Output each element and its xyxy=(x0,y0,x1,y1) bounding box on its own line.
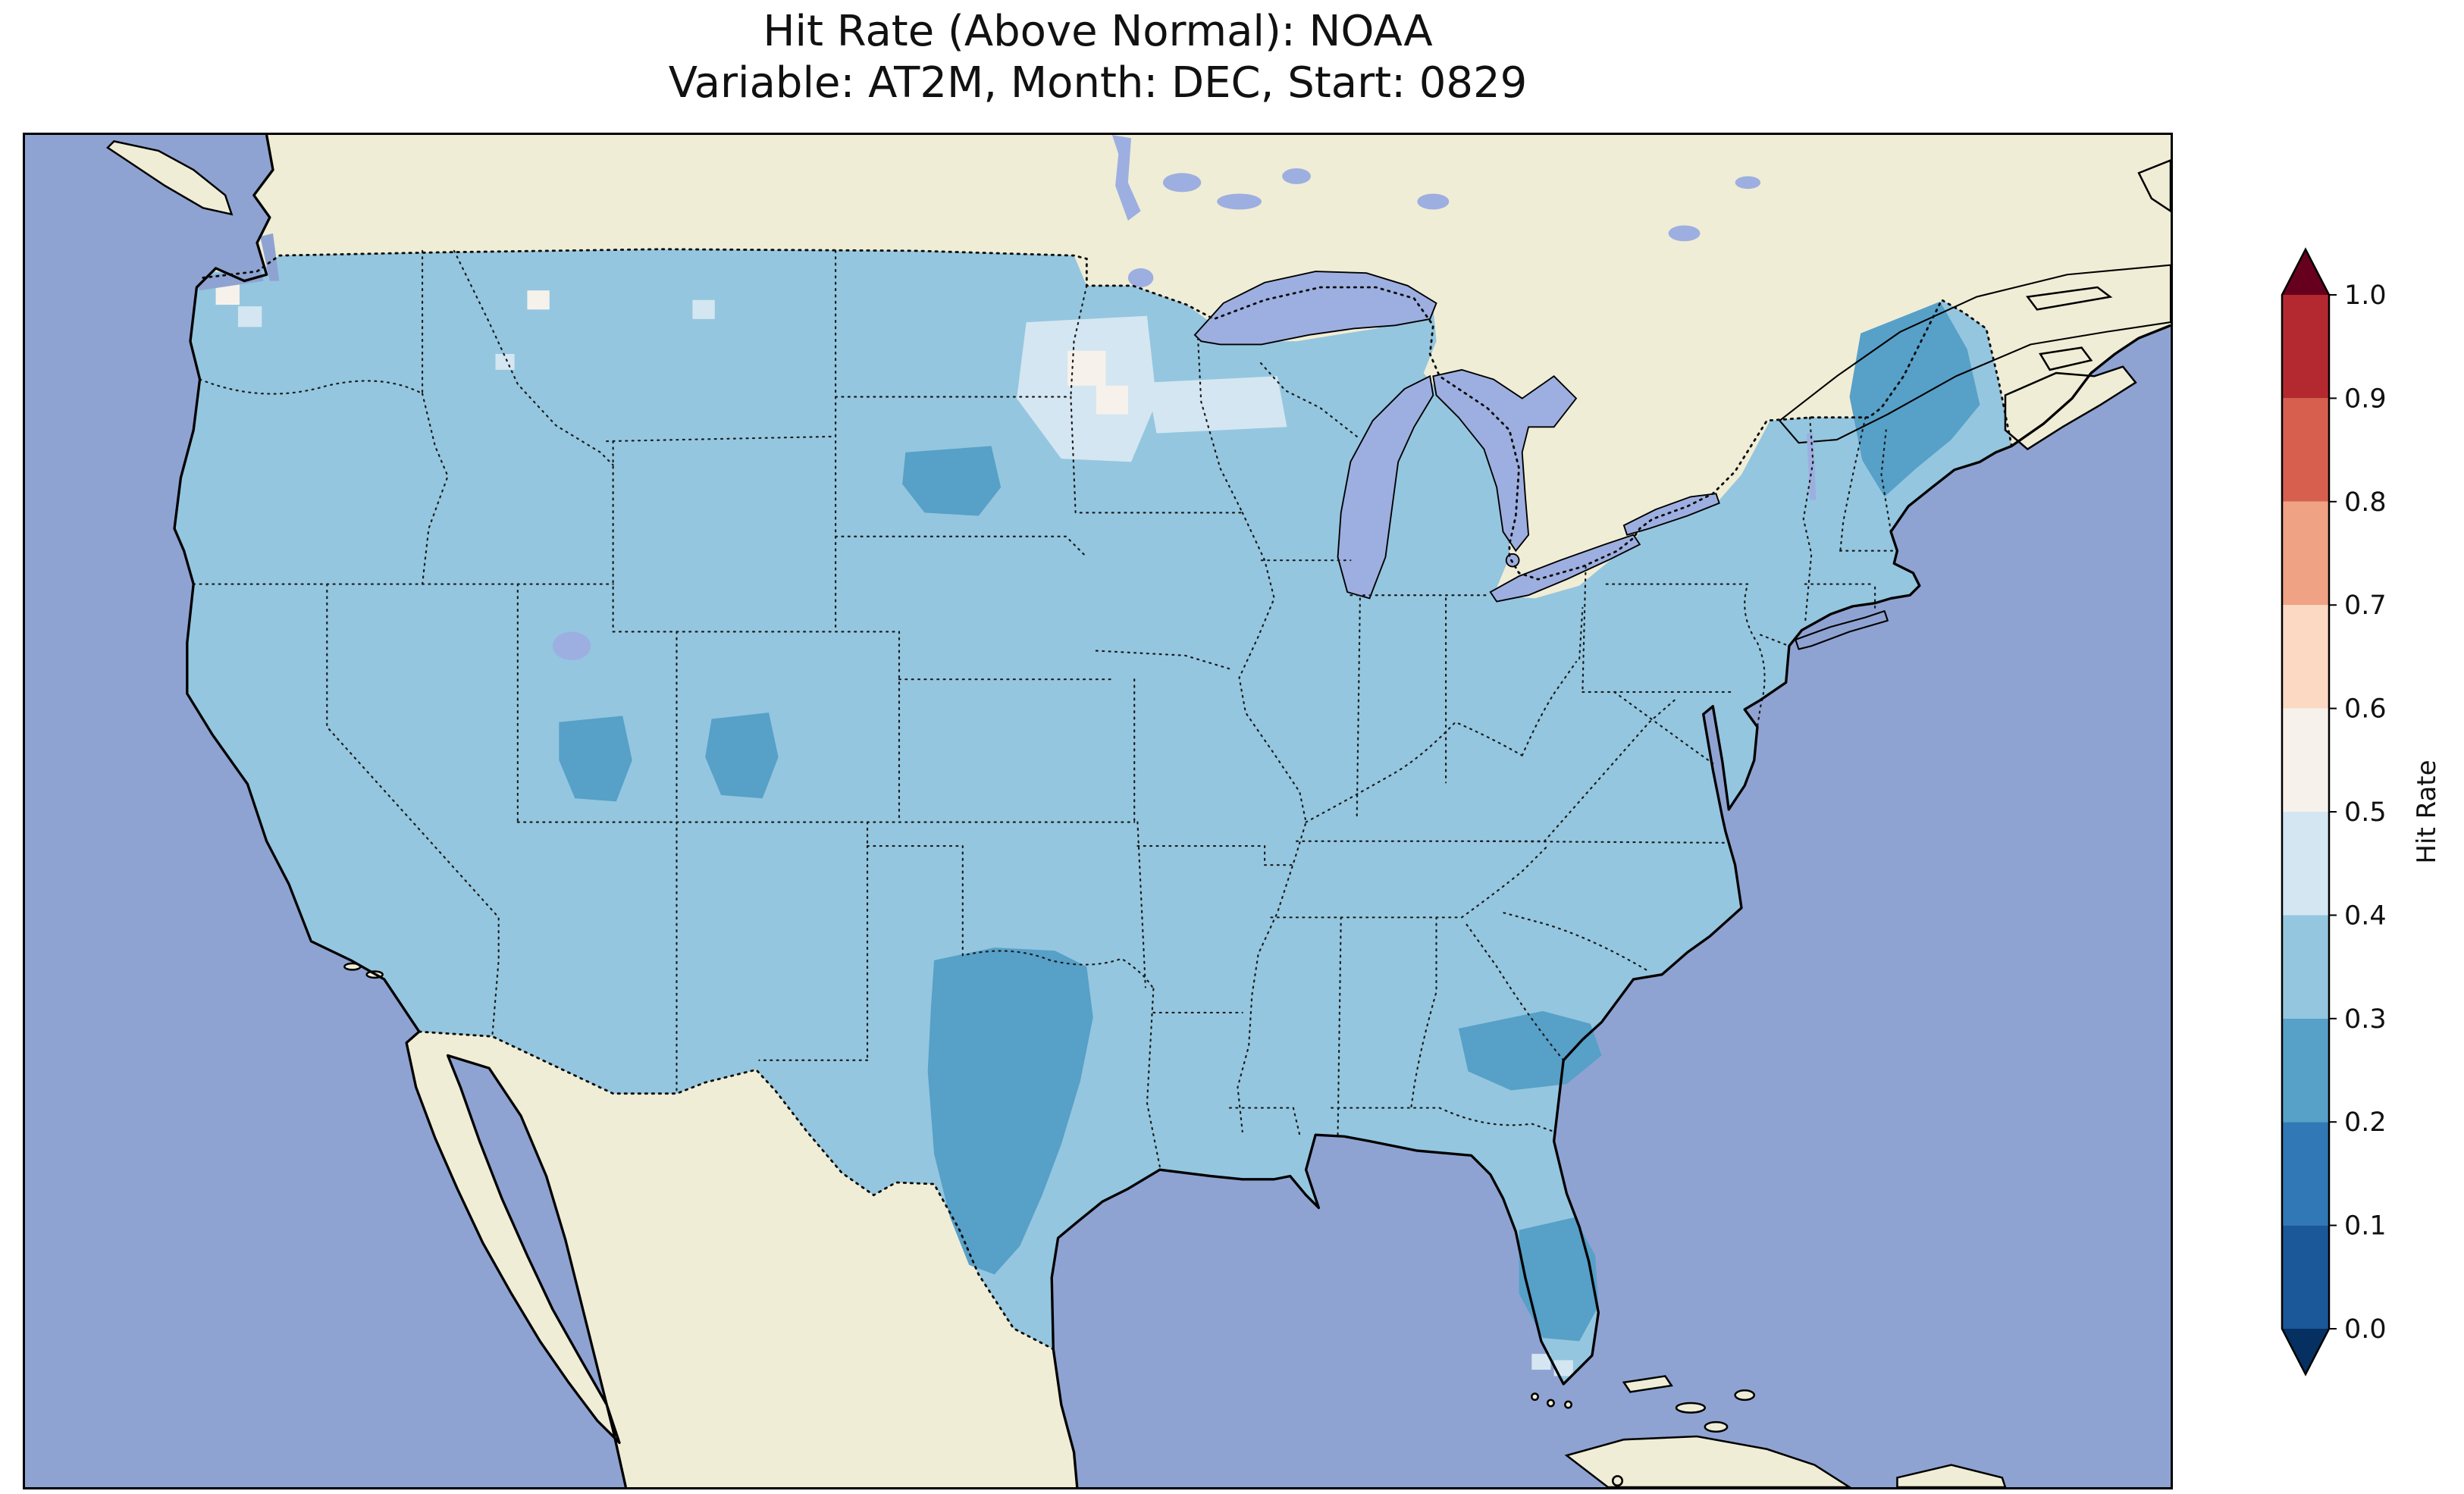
colorbar-svg: 1.0 0.9 0.8 0.7 0.6 0.5 0.4 0.3 0.2 0.1 … xyxy=(2281,247,2442,1377)
colorbar-seg-0.9-1.0 xyxy=(2282,295,2329,399)
cb-tick-0.6: 0.6 xyxy=(2344,694,2387,725)
florida-key-2 xyxy=(1546,1398,1555,1408)
us-hit-rate-map xyxy=(25,135,2171,1487)
patch-minnesota-white-1 xyxy=(1067,350,1106,386)
figure-title-line1: Hit Rate (Above Normal): NOAA xyxy=(763,7,1433,56)
colorbar-seg-0.3-0.4 xyxy=(2282,915,2329,1019)
lake-erie xyxy=(1489,534,1641,603)
cb-tick-0.3: 0.3 xyxy=(2344,1004,2387,1035)
colorbar-seg-0.8-0.9 xyxy=(2282,398,2329,502)
cb-tick-0.0: 0.0 xyxy=(2344,1314,2387,1345)
patch-georgia-south-carolina xyxy=(1458,1010,1602,1091)
vancouver-island xyxy=(106,140,234,216)
isle-of-youth xyxy=(1611,1475,1624,1487)
colorbar-seg-0.7-0.8 xyxy=(2282,501,2329,606)
colorbar-axis-label: Hit Rate xyxy=(2412,760,2442,863)
lake-huron xyxy=(1432,368,1578,553)
patch-south-dakota xyxy=(902,446,1002,516)
country-borders xyxy=(202,248,2013,1351)
lake-of-the-woods xyxy=(1127,268,1154,288)
patch-idaho-cell xyxy=(495,353,515,370)
patch-montana-cell-east xyxy=(692,299,715,319)
lake-superior xyxy=(1193,271,1437,346)
hispaniola xyxy=(1896,1464,2007,1487)
bahamas-grand xyxy=(1622,1375,1673,1393)
coastline xyxy=(173,135,2171,1487)
cb-tick-0.2: 0.2 xyxy=(2344,1107,2387,1138)
gulf-of-st-lawrence xyxy=(1779,264,2171,444)
colorbar-seg-0.5-0.6 xyxy=(2282,708,2329,812)
colorbar-ticks xyxy=(2329,294,2337,1330)
map-axes xyxy=(23,133,2173,1489)
cb-tick-1.0: 1.0 xyxy=(2344,280,2387,311)
prince-edward-island xyxy=(2039,346,2093,371)
colorbar-seg-0.4-0.5 xyxy=(2282,812,2329,916)
lake-ontario xyxy=(1622,493,1720,536)
patch-minnesota-white-2 xyxy=(1096,385,1128,415)
colorbar-tick-labels: 1.0 0.9 0.8 0.7 0.6 0.5 0.4 0.3 0.2 0.1 … xyxy=(2344,280,2387,1345)
colorbar-seg-0.0-0.1 xyxy=(2282,1225,2329,1329)
patch-mn-wi-arm xyxy=(1146,376,1287,434)
islands xyxy=(106,140,2171,1487)
bahamas-island-3 xyxy=(1734,1389,1756,1402)
cb-tick-0.1: 0.1 xyxy=(2344,1211,2387,1242)
patch-colorado xyxy=(705,713,779,799)
anticosti-island xyxy=(2026,286,2113,311)
florida-key-1 xyxy=(1531,1392,1539,1402)
long-island xyxy=(1795,610,1889,650)
us-mexico-border xyxy=(418,1030,1055,1351)
patch-florida-cell-1 xyxy=(1531,1354,1551,1370)
colorbar-seg-0.6-0.7 xyxy=(2282,605,2329,709)
puget-sound xyxy=(260,233,280,281)
cb-tick-0.5: 0.5 xyxy=(2344,797,2387,828)
canada-lake-1 xyxy=(1217,193,1262,210)
state-borders xyxy=(193,249,1894,1168)
figure-title-line2: Variable: AT2M, Month: DEC, Start: 0829 xyxy=(668,58,1528,108)
lake-winnipeg xyxy=(1111,135,1141,221)
canada-lake-4 xyxy=(1668,225,1701,242)
colorbar-seg-0.2-0.3 xyxy=(2282,1018,2329,1123)
lake-st-clair xyxy=(1505,553,1520,568)
patch-nd-mn-cluster xyxy=(1017,315,1157,462)
cb-tick-0.4: 0.4 xyxy=(2344,900,2387,931)
cb-tick-0.9: 0.9 xyxy=(2344,384,2387,414)
patch-montana-white xyxy=(527,290,550,310)
patch-florida xyxy=(1519,1217,1599,1342)
patch-texas xyxy=(927,947,1093,1275)
colorbar-over-arrow xyxy=(2282,249,2329,295)
lakes xyxy=(552,135,1817,661)
colorbar: 1.0 0.9 0.8 0.7 0.6 0.5 0.4 0.3 0.2 0.1 … xyxy=(2274,239,2464,1406)
bahamas-andros xyxy=(1675,1402,1707,1414)
conus-data-base xyxy=(174,249,2012,1384)
state-borders-east xyxy=(1464,416,1894,1061)
canada-lake-2 xyxy=(1282,168,1311,184)
cuba xyxy=(1564,1435,1851,1487)
great-salt-lake xyxy=(552,631,591,661)
bahamas-island-2 xyxy=(1704,1420,1729,1433)
state-borders-west xyxy=(193,249,1243,1095)
cb-tick-0.8: 0.8 xyxy=(2344,487,2387,518)
patches-hit-rate-0.4-0.5 xyxy=(237,299,1573,1377)
state-borders-central xyxy=(1095,337,1733,1168)
patches-hit-rate-0.5-0.6 xyxy=(215,283,1128,415)
lake-champlain xyxy=(1806,433,1817,500)
cb-tick-0.7: 0.7 xyxy=(2344,590,2387,621)
florida-key-3 xyxy=(1564,1400,1572,1409)
canada-lake-3 xyxy=(1417,193,1450,210)
colorbar-seg-0.1-0.2 xyxy=(2282,1122,2329,1226)
canada-lake-5 xyxy=(1735,176,1761,189)
patch-washington-cell xyxy=(237,306,262,327)
lake-manitoba xyxy=(1162,173,1202,193)
colorbar-under-arrow xyxy=(2282,1329,2329,1374)
patches-hit-rate-0.2-0.3 xyxy=(559,301,1980,1342)
patch-washington-white xyxy=(215,283,240,305)
patch-utah xyxy=(559,716,632,802)
